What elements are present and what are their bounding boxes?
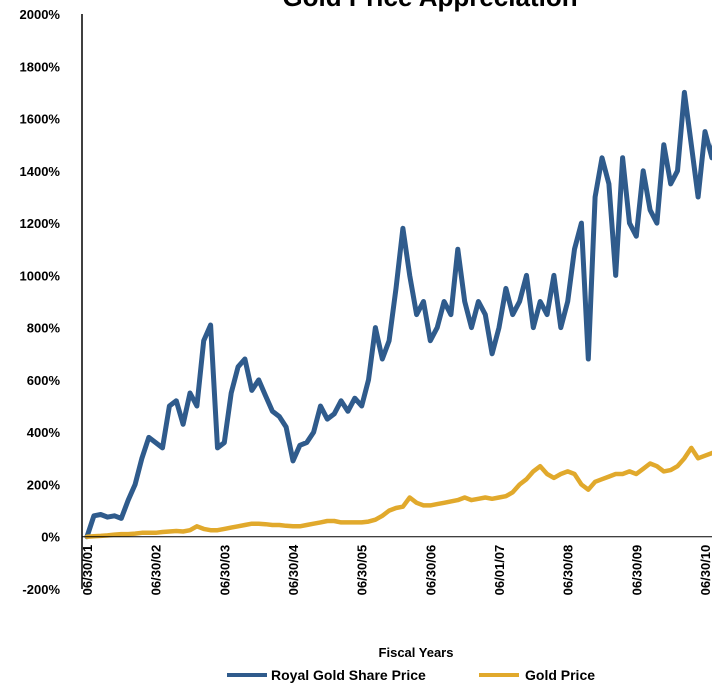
y-tick-label: 1800%: [20, 59, 61, 74]
plot-area: [84, 89, 712, 540]
y-tick-label: 1200%: [20, 216, 61, 231]
y-tick-label: 1400%: [20, 164, 61, 179]
y-tick-label: 200%: [27, 477, 61, 492]
x-tick-label: 06/30/08: [561, 545, 576, 596]
y-tick-label: 800%: [27, 321, 61, 336]
legend: Royal Gold Share Price Gold Price: [227, 667, 595, 683]
x-axis-title: Fiscal Years: [379, 645, 454, 660]
x-tick-label: 06/30/04: [286, 544, 301, 595]
x-tick-label: 06/30/05: [355, 545, 370, 596]
y-tick-label: 2000%: [20, 7, 61, 22]
y-tick-label: 1600%: [20, 112, 61, 127]
x-tick-label: 06/30/03: [217, 545, 232, 596]
x-tick-label: 06/30/09: [629, 545, 644, 596]
y-tick-label: 600%: [27, 373, 61, 388]
y-tick-label: 1000%: [20, 268, 61, 283]
legend-label: Gold Price: [525, 667, 595, 683]
x-tick-label: 06/30/06: [423, 545, 438, 596]
y-tick-label: 0%: [41, 530, 60, 545]
x-tick-label: 06/30/01: [80, 545, 95, 596]
x-tick-label: 06/30/10: [698, 545, 712, 596]
y-tick-label: -200%: [22, 582, 60, 597]
legend-label: Royal Gold Share Price: [271, 667, 426, 683]
x-tick-label: 06/01/07: [492, 545, 507, 596]
chart-title: Gold Price Appreciation: [282, 0, 577, 12]
series-line-royal-gold-share-price: [84, 89, 712, 540]
series-line-gold-price: [84, 445, 712, 539]
y-tick-label: 400%: [27, 425, 61, 440]
x-axis-ticks: 06/30/01 06/30/02 06/30/03 06/30/04 06/30/05…: [80, 544, 712, 595]
y-axis-ticks: 2000% 1800% 1600% 1400% 1200% 1000% 800% 600% 40…: [20, 7, 61, 597]
x-tick-label: 06/30/02: [149, 545, 164, 596]
